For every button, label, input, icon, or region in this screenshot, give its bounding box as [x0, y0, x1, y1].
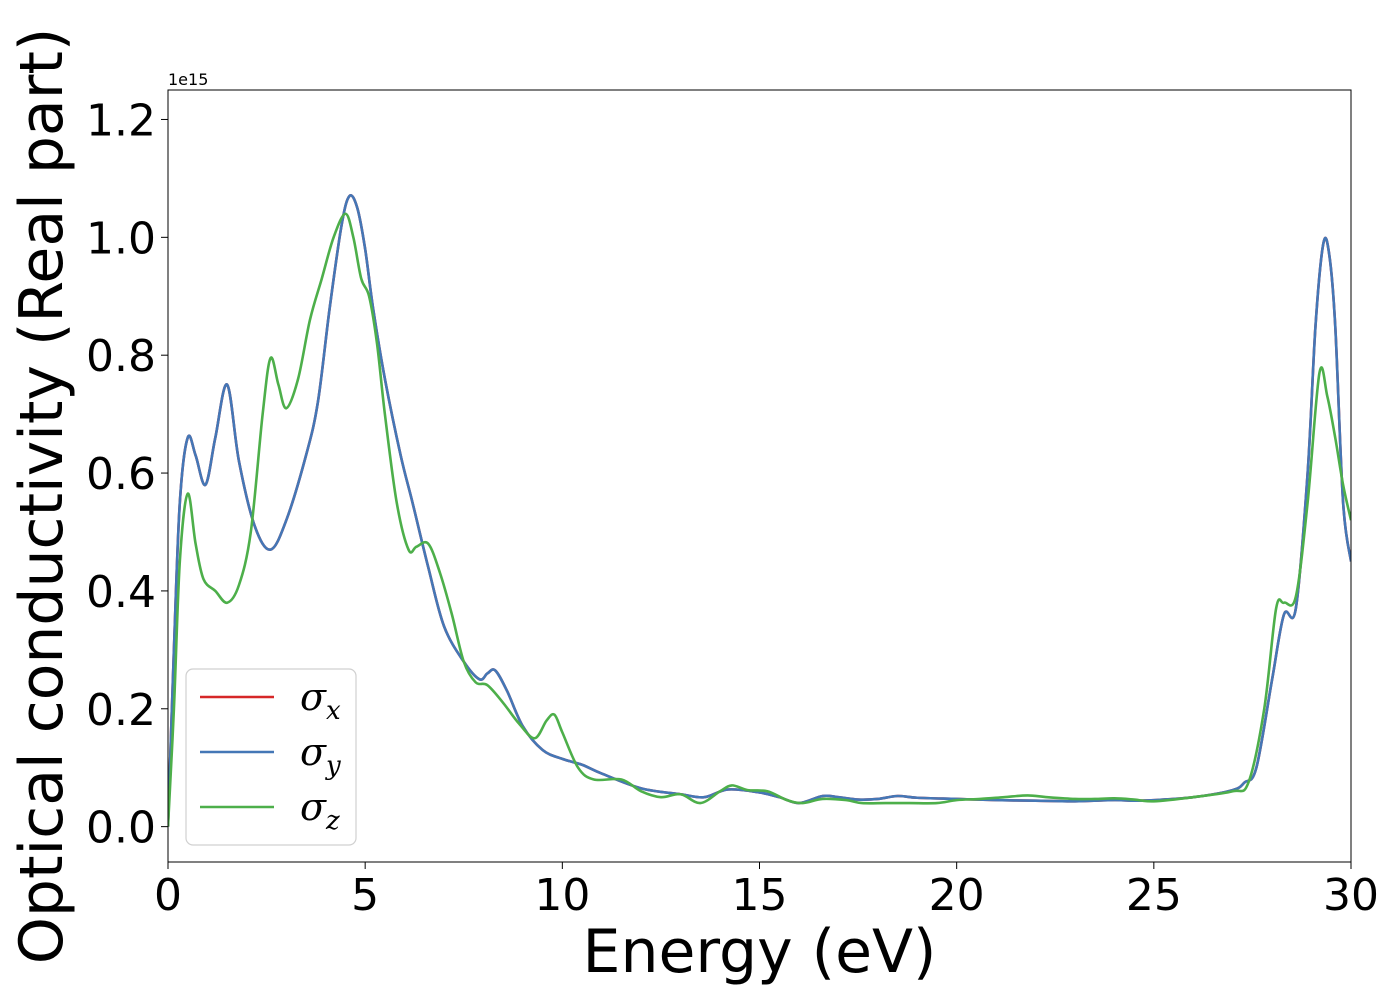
x-tick-label: 15	[732, 870, 788, 921]
x-tick-label: 5	[351, 870, 379, 921]
y-offset-text: 1e15	[168, 70, 208, 89]
y-tick-label: 0.4	[86, 567, 156, 618]
series-line-3	[168, 212, 1351, 827]
legend-box	[185, 668, 357, 846]
x-tick-label: 0	[154, 870, 182, 921]
y-tick-label: 0.6	[86, 449, 156, 500]
y-tick-label: 0.2	[86, 685, 156, 736]
x-tick-label: 20	[929, 870, 985, 921]
y-axis: 0.0 0.2 0.4 0.6 0.8 1.0 1.2	[86, 95, 168, 854]
series-line-2	[168, 194, 1351, 827]
legend-label: σx	[300, 675, 341, 726]
y-tick-label: 0.8	[86, 331, 156, 382]
x-tick-label: 10	[534, 870, 590, 921]
y-tick-label: 0.0	[86, 803, 156, 854]
x-tick-label: 25	[1126, 870, 1182, 921]
y-axis-label: Optical conductivity (Real part)	[7, 28, 77, 965]
x-axis: 0 5 10 15 20 25 30	[154, 862, 1379, 921]
plot-area	[168, 194, 1351, 827]
legend-label: σy	[300, 730, 341, 781]
x-tick-label: 30	[1323, 870, 1379, 921]
x-axis-label: Energy (eV)	[583, 917, 937, 987]
y-tick-label: 1.0	[86, 213, 156, 264]
y-tick-label: 1.2	[86, 95, 156, 146]
legend-label: σz	[300, 785, 340, 836]
